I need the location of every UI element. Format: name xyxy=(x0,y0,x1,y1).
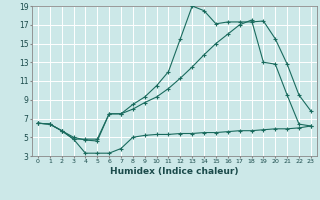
X-axis label: Humidex (Indice chaleur): Humidex (Indice chaleur) xyxy=(110,167,239,176)
